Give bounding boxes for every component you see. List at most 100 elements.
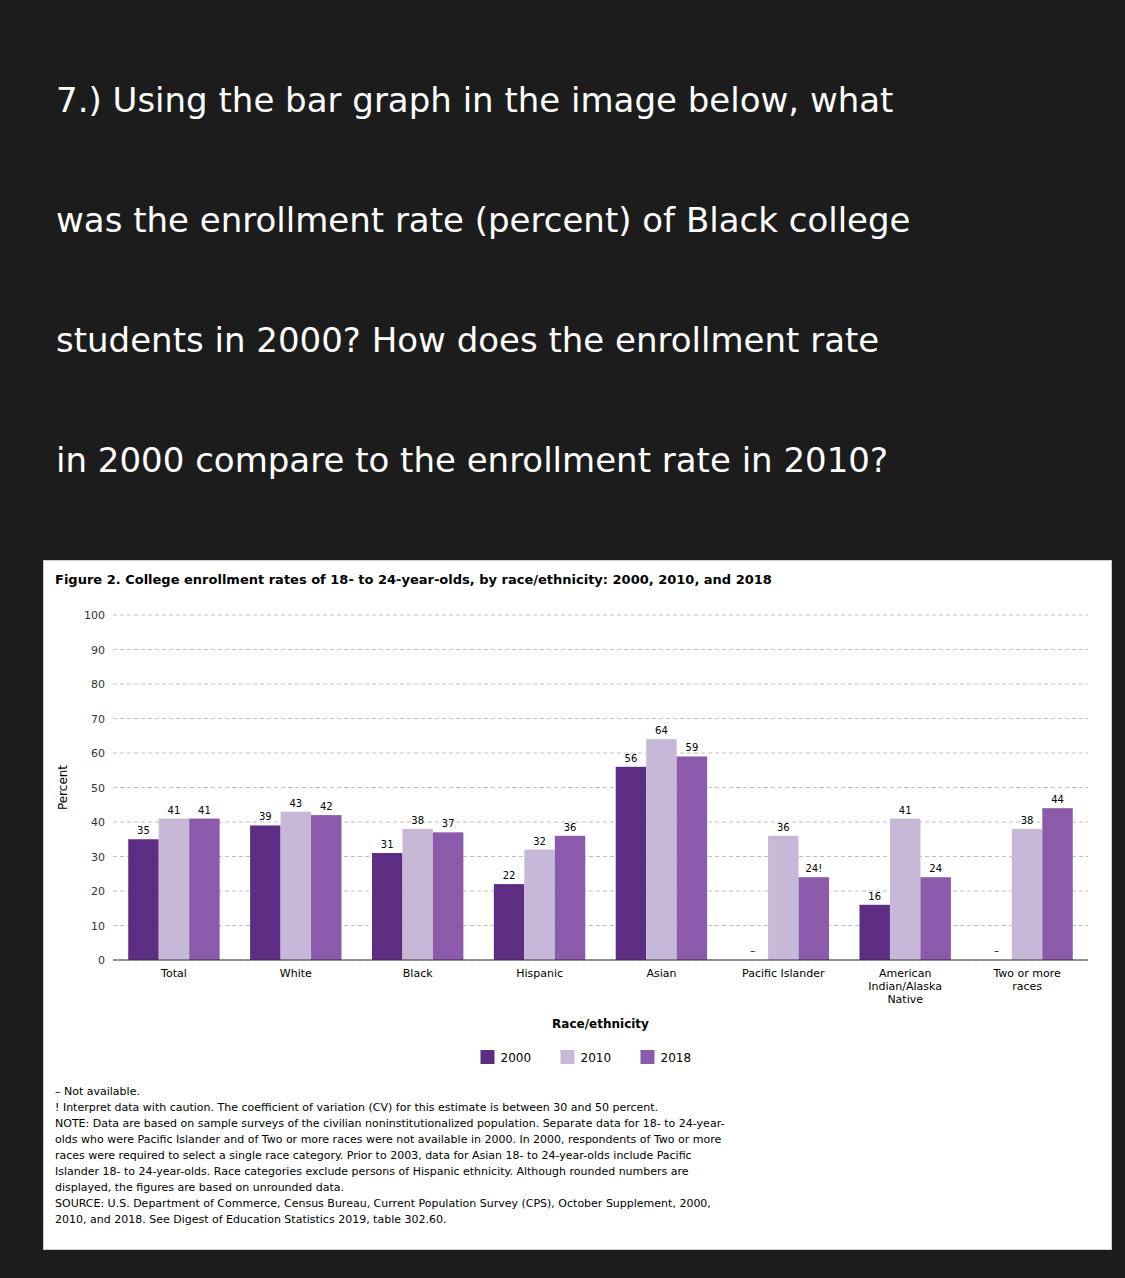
- data-label: –: [994, 945, 999, 956]
- y-tick-label: 0: [98, 954, 105, 967]
- bar: [311, 815, 341, 960]
- question-line: students in 2000? How does the enrollmen…: [56, 280, 1096, 400]
- bar: [128, 839, 158, 960]
- data-label: 37: [442, 818, 455, 829]
- bar: [920, 877, 950, 960]
- y-tick-label: 10: [91, 920, 105, 933]
- bar: [1012, 829, 1042, 960]
- x-axis-line: [113, 960, 1088, 961]
- bar: [159, 819, 189, 960]
- data-label: 41: [899, 805, 912, 816]
- grid-line: [113, 753, 1088, 754]
- data-label: 42: [320, 801, 333, 812]
- bar: [189, 819, 219, 960]
- bar: [859, 905, 889, 960]
- y-tick-label: 100: [84, 609, 105, 622]
- data-label: 22: [503, 870, 516, 881]
- legend-swatch: [641, 1050, 655, 1064]
- bar: [768, 836, 798, 960]
- bar: [799, 877, 829, 960]
- data-label: –: [750, 945, 755, 956]
- grid-line: [113, 684, 1088, 685]
- y-tick-label: 20: [91, 885, 105, 898]
- legend-swatch: [561, 1050, 575, 1064]
- x-tick-label: Two or moreraces: [992, 967, 1061, 993]
- data-label: 38: [1021, 815, 1034, 826]
- y-tick-label: 90: [91, 644, 105, 657]
- legend-swatch: [481, 1050, 495, 1064]
- question-line: 7.) Using the bar graph in the image bel…: [56, 40, 1096, 160]
- y-tick-label: 70: [91, 713, 105, 726]
- legend-label: 2018: [661, 1051, 692, 1065]
- legend-label: 2010: [581, 1051, 612, 1065]
- grid-line: [113, 960, 1088, 961]
- question-line: in 2000 compare to the enrollment rate i…: [56, 400, 1096, 520]
- bar: [555, 836, 585, 960]
- bar: [250, 825, 280, 960]
- note-line: olds who were Pacific Islander and of Tw…: [55, 1133, 722, 1146]
- data-label: 36: [564, 822, 577, 833]
- grid-line: [113, 787, 1088, 788]
- legend-label: 2000: [501, 1051, 532, 1065]
- note-line: Islander 18- to 24-year-olds. Race categ…: [55, 1165, 689, 1178]
- data-label: 59: [686, 742, 699, 753]
- question: 7.) Using the bar graph in the image bel…: [56, 40, 1096, 520]
- data-label: 43: [289, 798, 302, 809]
- bar: [677, 756, 707, 960]
- note-line: 2010, and 2018. See Digest of Education …: [55, 1213, 446, 1226]
- bar: [646, 739, 676, 960]
- data-label: 64: [655, 725, 668, 736]
- bars: [128, 739, 1073, 960]
- data-label: 24: [929, 863, 942, 874]
- bar: [890, 819, 920, 960]
- y-tick-label: 60: [91, 747, 105, 760]
- data-label: 41: [198, 805, 211, 816]
- note-line: SOURCE: U.S. Department of Commerce, Cen…: [55, 1197, 711, 1210]
- x-tick-label: White: [280, 967, 312, 980]
- chart-panel: Figure 2. College enrollment rates of 18…: [43, 560, 1112, 1254]
- data-label: 16: [868, 891, 881, 902]
- bar: [1042, 808, 1072, 960]
- x-tick-label: AmericanIndian/AlaskaNative: [868, 967, 942, 1006]
- grid-line: [113, 718, 1088, 719]
- data-label: 35: [137, 825, 150, 836]
- data-label: 24!: [805, 863, 822, 874]
- panel-background: [44, 561, 1112, 1250]
- title: Figure 2. College enrollment rates of 18…: [55, 572, 772, 587]
- bar: [433, 832, 463, 960]
- note-line: – Not available.: [55, 1085, 140, 1098]
- y-axis-label: Percent: [56, 765, 70, 810]
- data-label: 32: [533, 836, 546, 847]
- bar: [494, 884, 524, 960]
- data-label: 56: [625, 753, 638, 764]
- x-tick-label: Asian: [646, 967, 676, 980]
- data-label: 31: [381, 839, 394, 850]
- chart: Figure 2. College enrollment rates of 18…: [43, 560, 1112, 1250]
- y-tick-label: 30: [91, 851, 105, 864]
- y-tick-label: 80: [91, 678, 105, 691]
- bar: [402, 829, 432, 960]
- note-line: NOTE: Data are based on sample surveys o…: [55, 1117, 724, 1130]
- x-tick-label: Total: [160, 967, 187, 980]
- data-label: 38: [411, 815, 424, 826]
- data-label: 36: [777, 822, 790, 833]
- note-line: races were required to select a single r…: [55, 1149, 692, 1162]
- x-tick-label: Hispanic: [516, 967, 563, 980]
- question-line: was the enrollment rate (percent) of Bla…: [56, 160, 1096, 280]
- data-label: 41: [168, 805, 181, 816]
- y-tick-label: 40: [91, 816, 105, 829]
- x-axis-label: Race/ethnicity: [552, 1017, 649, 1031]
- data-label: 39: [259, 811, 272, 822]
- bar: [524, 850, 554, 960]
- grid-line: [113, 649, 1088, 650]
- bar: [372, 853, 402, 960]
- note-line: ! Interpret data with caution. The coeff…: [55, 1101, 658, 1114]
- x-tick-label: Pacific Islander: [742, 967, 825, 980]
- bar: [281, 812, 311, 960]
- grid-line: [113, 615, 1088, 616]
- y-tick-label: 50: [91, 782, 105, 795]
- x-tick-label: Black: [403, 967, 433, 980]
- data-label: 44: [1051, 794, 1064, 805]
- note-line: displayed, the figures are based on unro…: [55, 1181, 344, 1194]
- bar: [616, 767, 646, 960]
